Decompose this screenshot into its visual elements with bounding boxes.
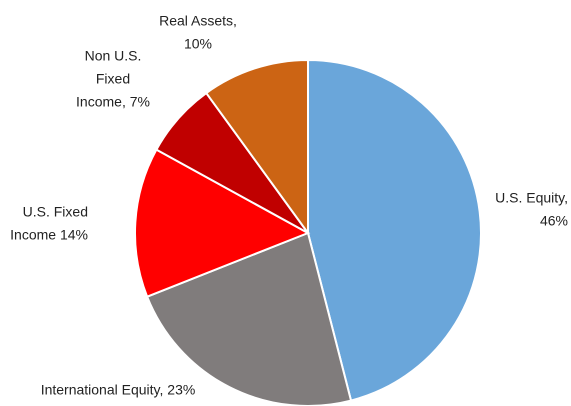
pie-slice: [204, 58, 309, 237]
slice-label: 46%: [540, 213, 568, 229]
slice-label: Income 14%: [10, 227, 88, 243]
slice-label: U.S. Fixed: [23, 204, 88, 220]
pie-slice: [145, 231, 353, 406]
slice-label: Real Assets,: [159, 13, 237, 29]
slice-label: Income, 7%: [76, 94, 150, 110]
pie-slice: [134, 148, 311, 298]
slice-label: Fixed: [96, 71, 130, 87]
slice-label: Non U.S.: [85, 48, 142, 64]
slice-label: U.S. Equity,: [495, 190, 568, 206]
pie-slice: [307, 58, 482, 402]
slice-label: 10%: [184, 36, 212, 52]
slice-label: International Equity, 23%: [41, 382, 196, 398]
